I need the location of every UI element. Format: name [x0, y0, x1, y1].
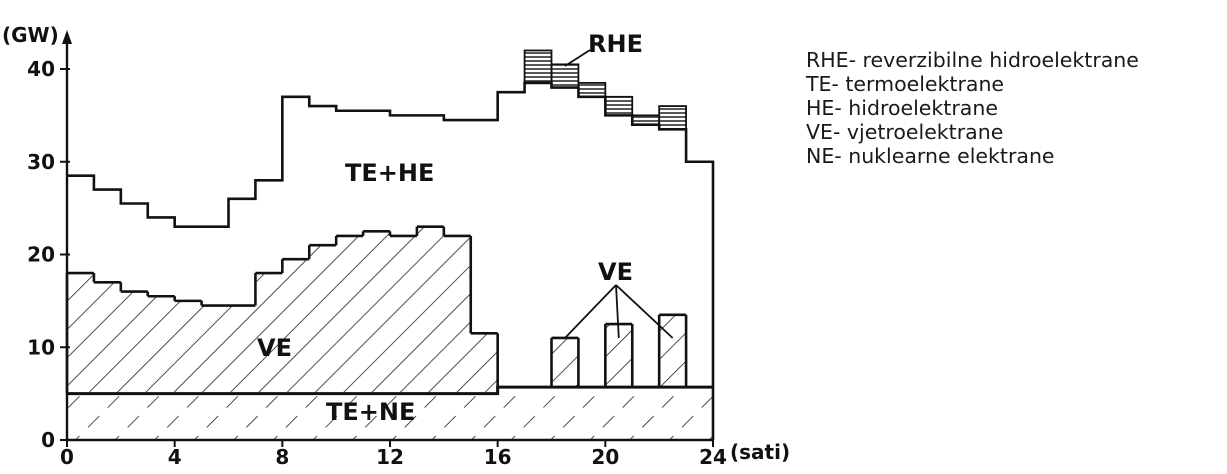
ve-bar [120, 291, 148, 394]
ve-bar [255, 273, 283, 394]
x-axis-label: (sati) [730, 440, 790, 464]
te-ne-bar [497, 387, 525, 440]
y-tick-label: 40 [27, 57, 55, 81]
ve-bar [390, 235, 417, 394]
label-te-he: TE+HE [345, 159, 434, 187]
te-ne-bar [632, 387, 660, 440]
rhe-bar [604, 95, 634, 117]
area-fills [67, 49, 713, 440]
te-ne-bar [336, 393, 364, 440]
te-ne-bar [282, 393, 310, 440]
ve-bar [551, 337, 579, 388]
axes: 0 10 20 30 40 0 4 8 12 16 20 24 [27, 30, 727, 469]
ve-bar [363, 231, 390, 394]
rhe-bar [631, 114, 661, 126]
te-ne-bar [120, 393, 148, 440]
ve-bar [659, 314, 687, 388]
te-ne-line [67, 385, 713, 396]
te-ne-bar [416, 393, 444, 440]
rhe-pointer [564, 49, 591, 67]
ve-pointer [615, 284, 674, 339]
legend-item-ve: VE- vjetroelektrane [806, 120, 1004, 144]
series-outlines [65, 81, 715, 440]
y-tick-label: 10 [27, 335, 55, 359]
x-tick-label: 24 [699, 445, 727, 469]
te-ne-bar [309, 393, 337, 440]
te-he-line [67, 81, 715, 440]
rhe-bar [658, 105, 687, 131]
te-ne-bar [363, 393, 390, 440]
te-ne-bar [255, 393, 283, 440]
te-ne-bar [67, 393, 94, 440]
label-te-ne: TE+NE [326, 398, 415, 426]
te-ne-bar [659, 387, 687, 440]
te-ne-bar [228, 393, 256, 440]
label-ve-wind: VE [598, 258, 633, 286]
label-rhe: RHE [588, 30, 643, 58]
ve-bar [201, 305, 229, 394]
legend: RHE- reverzibilne hidroelektrane TE- ter… [806, 48, 1139, 168]
ve-bar [470, 333, 498, 394]
y-tick-label: 30 [27, 150, 55, 174]
load-diagram-chart: 0 10 20 30 40 0 4 8 12 16 20 24 (GW) (sati) RHE TE+… [2, 23, 790, 469]
chart-text: (GW) (sati) RHE TE+HE VE VE TE+NE [2, 23, 790, 464]
ve-pointer [564, 284, 617, 339]
x-tick-label: 4 [168, 445, 182, 469]
te-ne-bar [605, 387, 633, 440]
y-axis-arrow [62, 30, 72, 44]
te-ne-bar [147, 393, 175, 440]
x-tick-label: 20 [591, 445, 619, 469]
x-tick-label: 0 [60, 445, 74, 469]
y-tick-label: 0 [41, 428, 55, 452]
te-ne-bar [390, 393, 417, 440]
ve-bar [336, 235, 364, 394]
te-ne-bar [686, 387, 713, 440]
te-ne-bar [470, 393, 498, 440]
ve-bar [174, 300, 202, 394]
x-tick-label: 8 [275, 445, 289, 469]
y-axis-label: (GW) [2, 23, 59, 47]
y-tick-label: 20 [27, 243, 55, 267]
legend-item-he: HE- hidroelektrane [806, 96, 998, 120]
te-ne-bar [578, 387, 606, 440]
te-ne-bar [443, 393, 471, 440]
te-ne-bar [524, 387, 552, 440]
legend-item-te: TE- termoelektrane [806, 72, 1005, 96]
ve-bar [416, 226, 444, 394]
ve-pointer [615, 284, 620, 339]
te-ne-bar [551, 387, 579, 440]
ve-bar [309, 245, 337, 394]
rhe-bar [577, 82, 607, 98]
rhe-bar [523, 49, 553, 84]
label-ve-main: VE [257, 334, 292, 362]
x-tick-label: 16 [484, 445, 512, 469]
ve-bar [67, 273, 94, 394]
ve-bar [443, 235, 471, 394]
legend-item-rhe: RHE- reverzibilne hidroelektrane [806, 48, 1139, 72]
ve-bar [282, 259, 310, 394]
ve-bar [147, 296, 175, 394]
legend-item-ne: NE- nuklearne elektrane [806, 144, 1055, 168]
ve-bar [228, 305, 256, 394]
te-ne-bar [93, 393, 121, 440]
te-ne-bar [174, 393, 202, 440]
ve-bar [93, 282, 121, 394]
te-ne-bar [201, 393, 229, 440]
x-tick-label: 12 [376, 445, 404, 469]
rhe-bar [550, 63, 580, 89]
